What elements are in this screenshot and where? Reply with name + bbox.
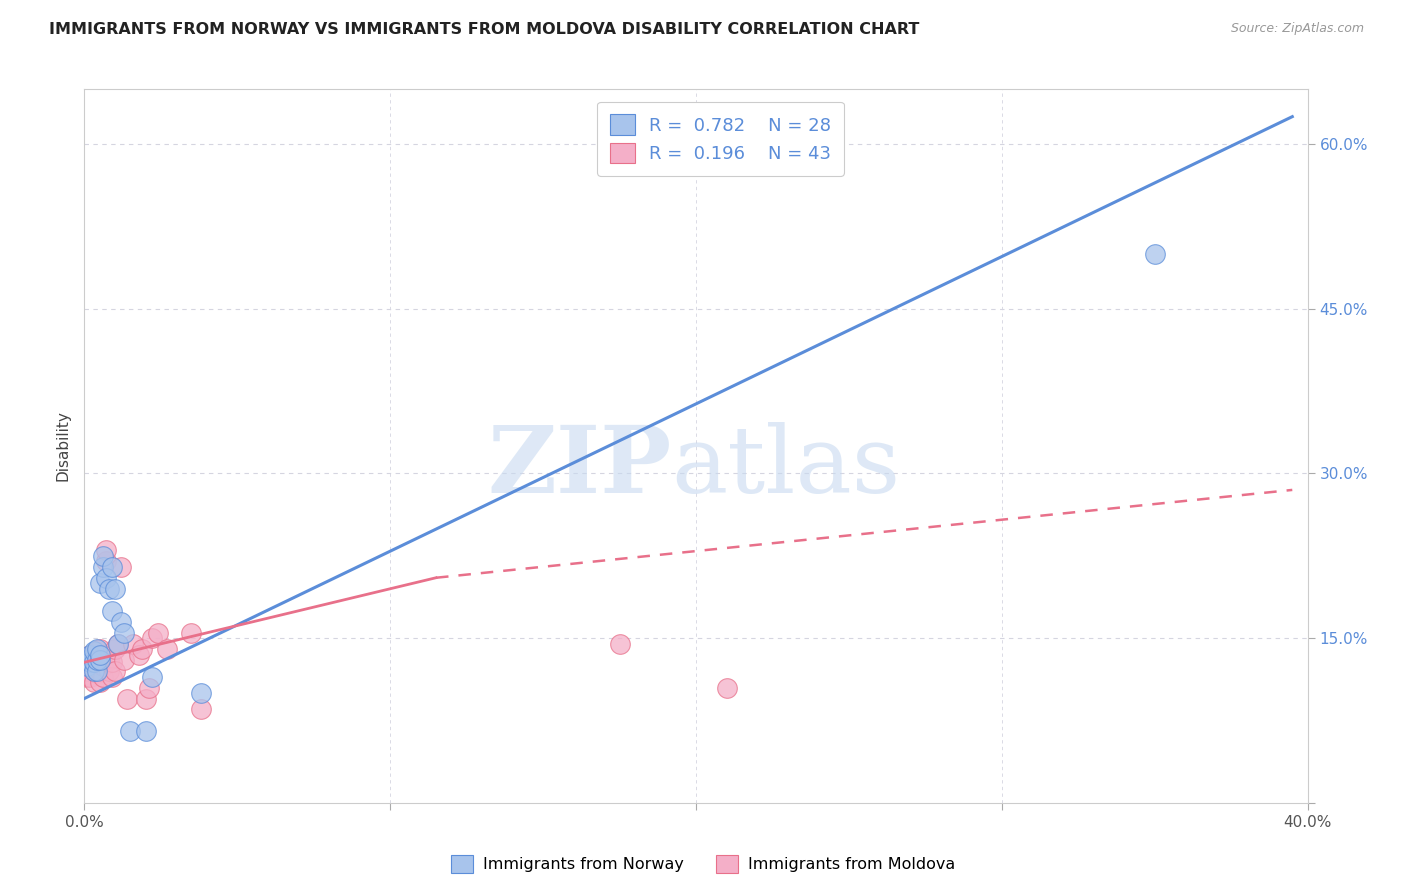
Point bbox=[83, 653, 105, 667]
Point bbox=[104, 642, 127, 657]
Point bbox=[115, 691, 138, 706]
Point bbox=[146, 625, 169, 640]
Point bbox=[89, 675, 111, 690]
Point bbox=[97, 653, 120, 667]
Point bbox=[716, 681, 738, 695]
Point bbox=[83, 675, 105, 690]
Point bbox=[83, 664, 105, 678]
Point bbox=[101, 655, 124, 669]
Point bbox=[97, 582, 120, 596]
Point bbox=[94, 543, 117, 558]
Point bbox=[76, 658, 98, 673]
Point bbox=[89, 648, 111, 662]
Point bbox=[86, 655, 108, 669]
Point bbox=[101, 604, 124, 618]
Point bbox=[89, 664, 111, 678]
Point bbox=[101, 669, 124, 683]
Point bbox=[76, 664, 98, 678]
Point bbox=[104, 664, 127, 678]
Point bbox=[91, 549, 114, 563]
Text: ZIP: ZIP bbox=[488, 423, 672, 512]
Point bbox=[94, 571, 117, 585]
Point bbox=[89, 655, 111, 669]
Point bbox=[89, 653, 111, 667]
Point bbox=[180, 625, 202, 640]
Point bbox=[104, 582, 127, 596]
Point bbox=[112, 653, 135, 667]
Point bbox=[79, 648, 101, 662]
Point bbox=[89, 576, 111, 591]
Point bbox=[101, 559, 124, 574]
Point bbox=[76, 653, 98, 667]
Point bbox=[91, 648, 114, 662]
Text: atlas: atlas bbox=[672, 423, 901, 512]
Point bbox=[110, 559, 132, 574]
Point bbox=[79, 648, 101, 662]
Point bbox=[76, 669, 98, 683]
Point bbox=[86, 644, 108, 658]
Point bbox=[190, 702, 212, 716]
Point bbox=[138, 681, 160, 695]
Point bbox=[128, 648, 150, 662]
Point bbox=[135, 691, 157, 706]
Point bbox=[91, 669, 114, 683]
Point bbox=[131, 642, 153, 657]
Point bbox=[91, 559, 114, 574]
Point bbox=[107, 637, 129, 651]
Point bbox=[112, 625, 135, 640]
Point bbox=[83, 655, 105, 669]
Point bbox=[120, 724, 142, 739]
Point bbox=[86, 653, 108, 667]
Y-axis label: Disability: Disability bbox=[55, 410, 70, 482]
Text: IMMIGRANTS FROM NORWAY VS IMMIGRANTS FROM MOLDOVA DISABILITY CORRELATION CHART: IMMIGRANTS FROM NORWAY VS IMMIGRANTS FRO… bbox=[49, 22, 920, 37]
Point bbox=[97, 664, 120, 678]
Text: Source: ZipAtlas.com: Source: ZipAtlas.com bbox=[1230, 22, 1364, 36]
Point bbox=[156, 642, 179, 657]
Legend: Immigrants from Norway, Immigrants from Moldova: Immigrants from Norway, Immigrants from … bbox=[444, 848, 962, 880]
Point bbox=[190, 686, 212, 700]
Point bbox=[79, 669, 101, 683]
Point bbox=[79, 658, 101, 673]
Point bbox=[609, 637, 631, 651]
Point bbox=[110, 615, 132, 629]
Point bbox=[1143, 247, 1166, 261]
Point bbox=[83, 664, 105, 678]
Point bbox=[76, 653, 98, 667]
Point bbox=[135, 724, 157, 739]
Point bbox=[141, 669, 163, 683]
Point bbox=[91, 658, 114, 673]
Point bbox=[86, 664, 108, 678]
Point bbox=[107, 637, 129, 651]
Point bbox=[83, 644, 105, 658]
Point bbox=[86, 642, 108, 657]
Point bbox=[79, 655, 101, 669]
Point bbox=[141, 631, 163, 645]
Point bbox=[122, 637, 145, 651]
Point bbox=[86, 666, 108, 681]
Point bbox=[89, 642, 111, 657]
Legend: R =  0.782    N = 28, R =  0.196    N = 43: R = 0.782 N = 28, R = 0.196 N = 43 bbox=[598, 102, 844, 176]
Point bbox=[94, 554, 117, 568]
